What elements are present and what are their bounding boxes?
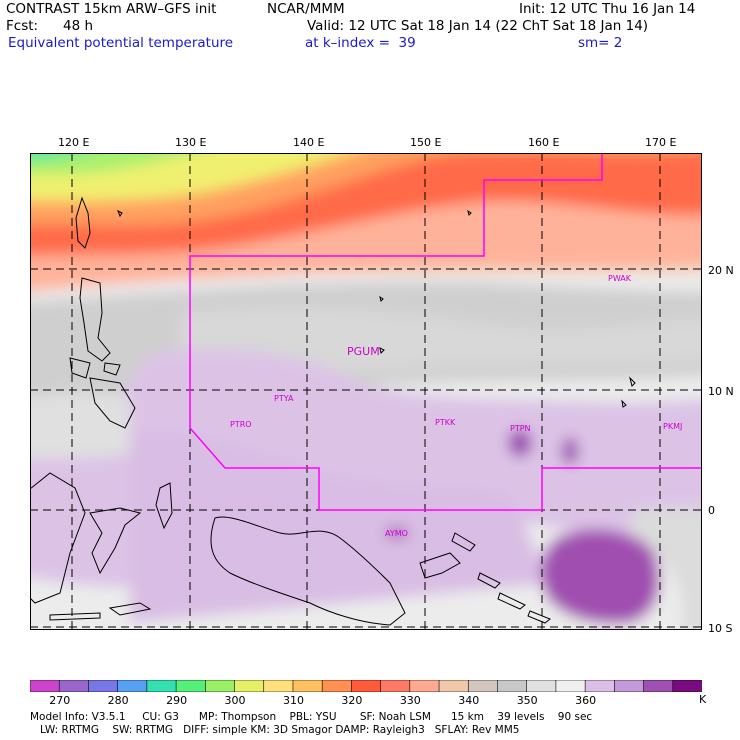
small-islands: [117, 209, 636, 408]
colorbar-label: 340: [458, 694, 480, 707]
colorbar-swatch: [175, 680, 207, 692]
lat-tick-label: 20 N: [708, 264, 734, 277]
colorbar-swatch: [584, 680, 616, 692]
station-pkmj: PKMJ: [663, 422, 682, 431]
colorbar: [30, 680, 702, 692]
colorbar-label: 290: [166, 694, 188, 707]
station-ptkk: PTKK: [435, 418, 456, 427]
colorbar-swatch: [438, 680, 470, 692]
visayas-coastline: [69, 357, 121, 379]
vertical-level: at k–index = 39: [305, 35, 416, 51]
new-ireland-coastline: [451, 532, 476, 552]
equivalent-potential-temperature-map: PGUM PTYA PTRO PTKK PTPN PKMJ PWAK AYMO: [30, 153, 702, 630]
model-info-line-2: LW: RRTMG SW: RRTMG DIFF: simple KM: 3D …: [30, 724, 520, 736]
smoothing-value: sm= 2: [578, 35, 623, 51]
model-info-line-1: Model Info: V3.5.1 CU: G3 MP: Thompson P…: [30, 711, 593, 723]
station-ptro: PTRO: [230, 420, 252, 429]
lon-tick-label: 130 E: [175, 136, 207, 149]
colorbar-label: 310: [282, 694, 304, 707]
lat-tick-label: 10 S: [708, 622, 733, 635]
station-pwak: PWAK: [608, 274, 632, 283]
station-labels: PGUM PTYA PTRO PTKK PTPN PKMJ PWAK AYMO: [230, 274, 682, 538]
colorbar-swatch: [643, 680, 674, 692]
model-title: CONTRAST 15km ARW–GFS init: [6, 1, 217, 17]
forecast-hour: 48 h: [63, 18, 94, 34]
colorbar-swatch: [555, 680, 586, 692]
colorbar-swatch: [58, 680, 90, 692]
field-name: Equivalent potential temperature: [8, 35, 234, 51]
colorbar-label: 300: [224, 694, 246, 707]
colorbar-unit: K: [699, 693, 707, 706]
theta-e-field: [30, 153, 702, 630]
colorbar-swatch: [263, 680, 294, 692]
colorbar-swatch: [88, 680, 119, 692]
station-pgum: PGUM: [347, 345, 380, 358]
halmahera-coastline: [155, 482, 173, 530]
colorbar-swatch: [321, 680, 353, 692]
lon-tick-label: 140 E: [293, 136, 325, 149]
solomons-coastline: [477, 572, 551, 624]
colorbar-label: 360: [575, 694, 597, 707]
forecast-label: Fcst:: [6, 18, 39, 34]
colorbar-label: 320: [341, 694, 363, 707]
colorbar-swatch: [351, 680, 382, 692]
lat-lon-grid: [30, 153, 702, 630]
lon-tick-label: 170 E: [645, 136, 677, 149]
colorbar-swatch: [205, 680, 236, 692]
timor-coastline: [49, 602, 152, 621]
colorbar-swatch: [117, 680, 148, 692]
colorbar-swatch: [292, 680, 323, 692]
borneo-coastline: [30, 472, 86, 604]
lon-tick-label: 120 E: [58, 136, 90, 149]
nested-domain-boundary: [189, 153, 702, 511]
valid-time: Valid: 12 UTC Sat 18 Jan 14 (22 ChT Sat …: [307, 18, 649, 34]
colorbar-swatch: [30, 680, 61, 692]
lon-tick-label: 150 E: [410, 136, 442, 149]
colorbar-swatch: [526, 680, 557, 692]
lat-tick-label: 10 N: [708, 385, 734, 398]
station-aymo: AYMO: [385, 529, 408, 538]
station-ptpn: PTPN: [510, 424, 531, 433]
colorbar-swatch: [234, 680, 265, 692]
colorbar-swatch: [614, 680, 645, 692]
colorbar-label: 270: [49, 694, 71, 707]
colorbar-swatch: [380, 680, 411, 692]
new-britain-coastline: [419, 552, 461, 579]
colorbar-swatch: [146, 680, 177, 692]
new-guinea-coastline: [210, 516, 406, 626]
colorbar-label: 350: [516, 694, 538, 707]
organization: NCAR/MMM: [267, 1, 345, 17]
init-time: Init: 12 UTC Thu 16 Jan 14: [519, 1, 696, 17]
mindanao-coastline: [89, 377, 136, 429]
lat-tick-label: 0: [708, 504, 715, 517]
station-ptya: PTYA: [274, 394, 294, 403]
colorbar-label: 330: [399, 694, 421, 707]
luzon-coastline: [79, 277, 111, 362]
lon-tick-label: 160 E: [528, 136, 560, 149]
map-frame: [30, 153, 702, 630]
colorbar-swatch: [672, 680, 702, 692]
colorbar-label: 280: [107, 694, 129, 707]
colorbar-swatch: [409, 680, 440, 692]
taiwan-coastline: [75, 196, 91, 249]
colorbar-swatch: [497, 680, 528, 692]
colorbar-swatch: [467, 680, 499, 692]
